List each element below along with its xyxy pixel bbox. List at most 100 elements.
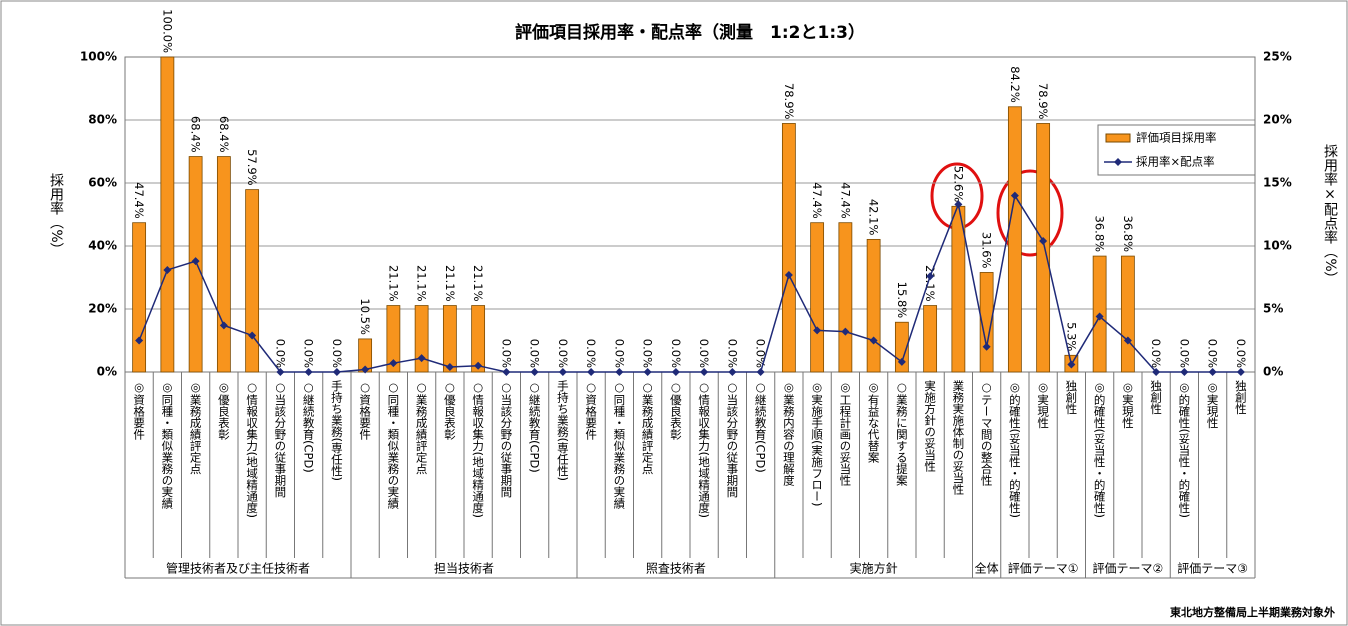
y-tick-label: 40%: [88, 239, 117, 253]
bar: [471, 305, 486, 373]
bar: [414, 305, 429, 373]
data-label: 0.0%: [641, 339, 655, 368]
y2-tick-label: 15%: [1263, 176, 1292, 190]
line-marker: [502, 368, 511, 376]
group-label: 実施方針: [850, 561, 898, 576]
data-label: 52.6%: [951, 166, 965, 203]
line-marker: [1152, 368, 1161, 376]
y2-tick-label: 25%: [1263, 50, 1292, 64]
data-label: 21.1%: [415, 265, 429, 302]
x-tick-label: ○情報収集力(地域精通度): [471, 380, 485, 518]
data-label: 36.8%: [1121, 216, 1135, 253]
x-tick-label: ○同種・類似業務の実績: [386, 380, 400, 510]
data-label: 0.0%: [273, 339, 287, 368]
y-tick-label: 100%: [80, 50, 117, 64]
x-tick-label: ◎業務内容の理解度: [782, 380, 796, 487]
group-label: 全体: [975, 561, 999, 576]
group-label: 照査技術者: [646, 562, 706, 576]
data-label: 0.0%: [1177, 339, 1191, 368]
data-label: 78.9%: [1036, 83, 1050, 120]
data-label: 47.4%: [810, 182, 824, 219]
x-tick-label: ◎工程計画の妥当性: [838, 380, 852, 487]
legend-swatch: [1105, 133, 1131, 143]
data-label: 0.0%: [499, 339, 513, 368]
line-marker: [332, 368, 341, 376]
data-label: 21.1%: [471, 265, 485, 302]
y-axis-label: 採用率（%）: [48, 173, 64, 256]
x-tick-label: 手持ち業務(専任性): [330, 379, 344, 481]
line-marker: [191, 257, 200, 266]
bar: [132, 222, 147, 373]
x-tick-label: ○資格要件: [584, 380, 598, 441]
x-tick-label: ○優良表彰: [669, 380, 683, 441]
data-label: 42.1%: [867, 199, 881, 236]
x-tick-label: ◎優良表彰: [217, 380, 231, 441]
data-label: 0.0%: [669, 339, 683, 368]
x-tick-label: ◎的確性(妥当性・的確性): [1093, 380, 1107, 518]
data-label: 68.4%: [189, 116, 203, 153]
line-marker: [163, 265, 172, 274]
group-label: 評価テーマ③: [1177, 561, 1248, 576]
line-marker: [276, 368, 285, 376]
x-tick-label: ○情報収集力(地域精通度): [245, 380, 259, 518]
x-tick-label: ○当該分野の従事期間: [273, 380, 287, 498]
data-label: 0.0%: [1149, 339, 1163, 368]
line-marker: [813, 326, 822, 335]
line-marker: [417, 354, 426, 363]
line-marker: [219, 321, 228, 330]
line-marker: [1010, 191, 1019, 200]
line-marker: [1208, 368, 1217, 376]
x-tick-label: ○継続教育(CPD): [302, 380, 316, 473]
data-label: 0.0%: [612, 339, 626, 368]
x-tick-label: ◎業務成績評定点: [189, 380, 203, 475]
y-tick-label: 80%: [88, 113, 117, 127]
line-marker: [926, 272, 935, 281]
data-label: 0.0%: [697, 339, 711, 368]
data-label: 0.0%: [528, 339, 542, 368]
data-label: 21.1%: [443, 265, 457, 302]
y2-tick-label: 0%: [1263, 365, 1283, 379]
legend-marker: [1114, 158, 1122, 166]
x-tick-label: ○テーマ間の整合性: [980, 380, 994, 487]
bar: [866, 238, 881, 373]
y2-tick-label: 5%: [1263, 302, 1283, 316]
y-tick-label: 0%: [97, 365, 117, 379]
data-label: 0.0%: [725, 339, 739, 368]
bar: [442, 305, 457, 373]
line-marker: [756, 368, 765, 376]
data-label: 68.4%: [217, 116, 231, 153]
x-tick-label: ○業務に関する提案: [895, 380, 909, 486]
x-tick-label: 独創性: [1064, 379, 1078, 415]
x-tick-label: ○情報収集力(地域精通度): [697, 380, 711, 518]
data-label: 78.9%: [782, 83, 796, 120]
data-label: 36.8%: [1093, 216, 1107, 253]
x-tick-label: ○優良表彰: [443, 380, 457, 441]
bar: [245, 189, 260, 373]
x-tick-label: ◎同種・類似業務の実績: [160, 380, 174, 510]
x-tick-label: 実施方針の妥当性: [923, 379, 937, 473]
line-marker: [643, 368, 652, 376]
x-tick-label: 独創性: [1149, 379, 1163, 415]
data-label: 100.0%: [160, 9, 174, 53]
y2-tick-label: 20%: [1263, 113, 1292, 127]
x-tick-label: ◎実施手順(実施フロー): [810, 380, 824, 506]
bar: [160, 56, 175, 373]
data-label: 0.0%: [330, 339, 344, 368]
data-label: 21.1%: [923, 265, 937, 302]
line-marker: [135, 336, 144, 345]
line-marker: [671, 368, 680, 376]
x-tick-label: ○同種・類似業務の実績: [612, 380, 626, 510]
group-label: 評価テーマ①: [1008, 561, 1079, 576]
bar: [781, 123, 796, 373]
line-marker: [869, 336, 878, 345]
y2-axis-label: 採用率×配点率（%）: [1322, 144, 1338, 285]
data-label: 21.1%: [386, 265, 400, 302]
x-tick-label: ◎的確性(妥当性・的確性): [1177, 380, 1191, 518]
x-tick-label: ○継続教育(CPD): [528, 380, 542, 473]
legend-label: 採用率×配点率: [1136, 155, 1215, 169]
line-marker: [1039, 236, 1048, 245]
bar: [1007, 106, 1022, 373]
data-label: 15.8%: [895, 282, 909, 319]
line-marker: [389, 359, 398, 368]
